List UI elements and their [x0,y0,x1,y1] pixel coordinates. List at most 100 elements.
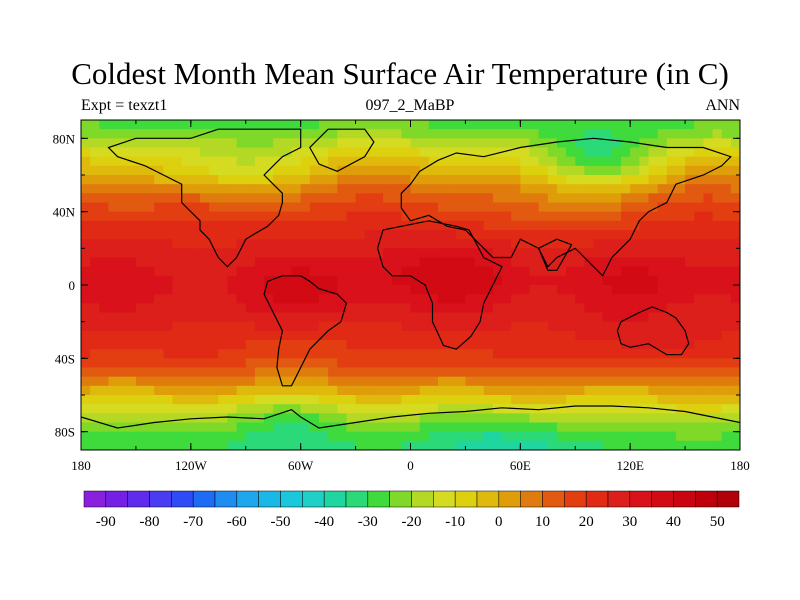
field-cell [593,422,604,433]
field-cell [721,202,732,213]
field-cell [227,330,238,341]
field-cell [630,266,640,277]
field-cell [593,202,604,213]
field-cell [730,129,740,139]
field-cell [291,275,302,286]
field-cell [556,275,567,286]
field-cell [383,312,393,323]
field-cell [282,266,293,277]
field-cell [163,129,174,139]
field-cell [556,349,567,359]
field-cell [465,431,476,442]
field-cell [602,193,613,204]
field-cell [364,239,375,249]
field-cell [264,193,274,204]
field-cell [236,184,247,194]
field-cell [428,120,439,130]
field-cell [291,266,302,277]
field-cell [492,413,503,424]
field-cell [575,202,585,213]
field-cell [703,211,714,222]
field-cell [401,129,412,139]
field-cell [721,349,732,359]
field-cell [245,440,256,450]
field-cell [291,303,302,314]
field-cell [703,239,714,249]
field-cell [99,248,110,259]
y-tick-label: 40S [55,351,75,366]
field-cell [126,275,137,286]
field-cell [135,358,146,369]
field-cell [291,156,302,167]
field-cell [602,266,613,277]
field-cell [529,193,540,204]
field-cell [401,367,412,378]
field-cell [264,120,274,130]
field-cell [199,376,210,387]
field-cell [703,165,714,176]
field-cell [181,303,192,314]
field-cell [428,239,439,249]
field-cell [556,230,567,240]
field-cell [538,294,549,304]
field-cell [666,431,677,442]
field-cell [309,376,320,387]
field-cell [566,340,576,350]
field-cell [538,312,549,323]
field-cell [318,275,329,286]
field-cell [227,367,238,378]
field-cell [639,202,650,213]
field-cell [593,220,604,231]
field-cell [675,138,686,149]
field-cell [575,175,585,185]
field-cell [90,376,100,387]
field-cell [300,120,311,130]
field-cell [520,220,531,231]
field-cell [584,422,595,433]
field-cell [694,239,704,249]
field-cell [666,321,677,332]
field-cell [712,138,723,149]
field-cell [465,248,476,259]
field-cell [730,138,740,149]
field-cell [675,385,686,396]
field-cell [108,312,119,323]
field-cell [181,230,192,240]
field-cell [428,138,439,149]
field-cell [703,266,714,277]
field-cell [291,211,302,222]
field-cell [364,321,375,332]
field-cell [236,294,247,304]
field-cell [254,440,265,450]
field-cell [337,248,348,259]
field-cell [502,340,512,350]
field-cell [337,202,348,213]
field-cell [328,440,338,450]
field-cell [437,422,448,433]
colorbar-box [345,490,369,508]
field-cell [227,431,238,442]
field-cell [630,202,640,213]
field-cell [529,230,540,240]
field-cell [511,120,521,130]
field-cell [364,404,375,414]
field-cell [538,330,549,341]
colorbar-box [236,490,259,508]
field-cell [657,257,668,268]
field-cell [419,358,430,369]
field-cell [685,129,695,139]
field-cell [602,440,613,450]
field-cell [264,367,274,378]
field-cell [593,129,604,139]
field-cell [254,193,265,204]
field-cell [630,367,640,378]
field-cell [712,129,723,139]
field-cell [273,330,283,341]
field-cell [639,413,650,424]
field-cell [511,367,521,378]
field-cell [511,211,521,222]
field-cell [730,211,740,222]
field-cell [346,138,357,149]
field-cell [648,220,659,231]
field-cell [584,211,595,222]
